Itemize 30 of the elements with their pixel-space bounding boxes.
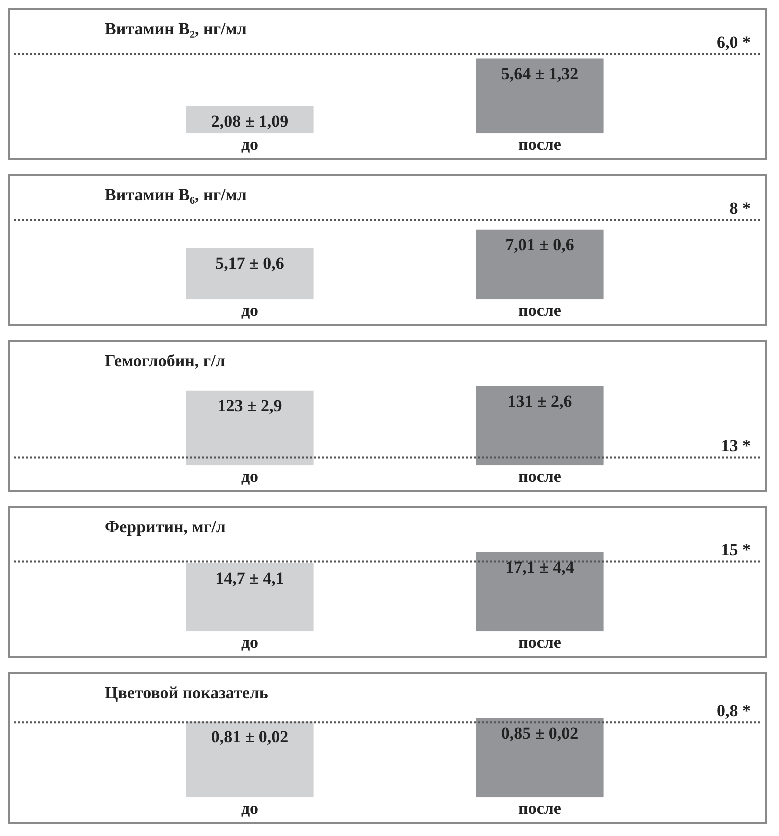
ref-line-label: 8 * (730, 198, 751, 218)
chart-title: Гемоглобин, г/л (105, 352, 226, 371)
x-tick-label: до (241, 467, 259, 486)
data-label: 131 ± 2,6 (508, 392, 572, 411)
data-label: 17,1 ± 4,4 (506, 558, 575, 577)
x-tick-label: до (241, 301, 259, 320)
data-label: 14,7 ± 4,1 (216, 569, 284, 588)
x-tick-label: после (518, 633, 562, 652)
x-tick-label: после (518, 467, 562, 486)
chart-title: Витамин B₂, нг/мл (105, 20, 248, 39)
ref-line-label: 0,8 * (717, 702, 751, 721)
ref-line-label: 13 * (721, 436, 751, 456)
x-tick-label: до (241, 633, 259, 652)
data-label: 5,64 ± 1,32 (501, 64, 579, 84)
data-label: 0,85 ± 0,02 (501, 724, 579, 743)
x-tick-label: до (241, 135, 259, 154)
data-label: 5,17 ± 0,6 (216, 254, 284, 274)
data-label: 2,08 ± 1,09 (211, 112, 289, 131)
chart-title: Витамин B₆, нг/мл (105, 186, 248, 205)
x-tick-label: до (241, 799, 259, 818)
chart-title: Цветовой показатель (105, 684, 268, 703)
data-label: 123 ± 2,9 (218, 396, 282, 416)
x-tick-label: после (518, 799, 562, 818)
ref-line-label: 15 * (721, 540, 751, 560)
chart-title: Ферритин, мг/л (105, 518, 226, 537)
data-label: 0,81 ± 0,02 (211, 728, 289, 747)
ref-line-label: 6,0 * (717, 32, 751, 52)
data-label: 7,01 ± 0,6 (506, 236, 574, 255)
x-tick-label: после (518, 135, 562, 154)
x-tick-label: после (518, 301, 562, 320)
